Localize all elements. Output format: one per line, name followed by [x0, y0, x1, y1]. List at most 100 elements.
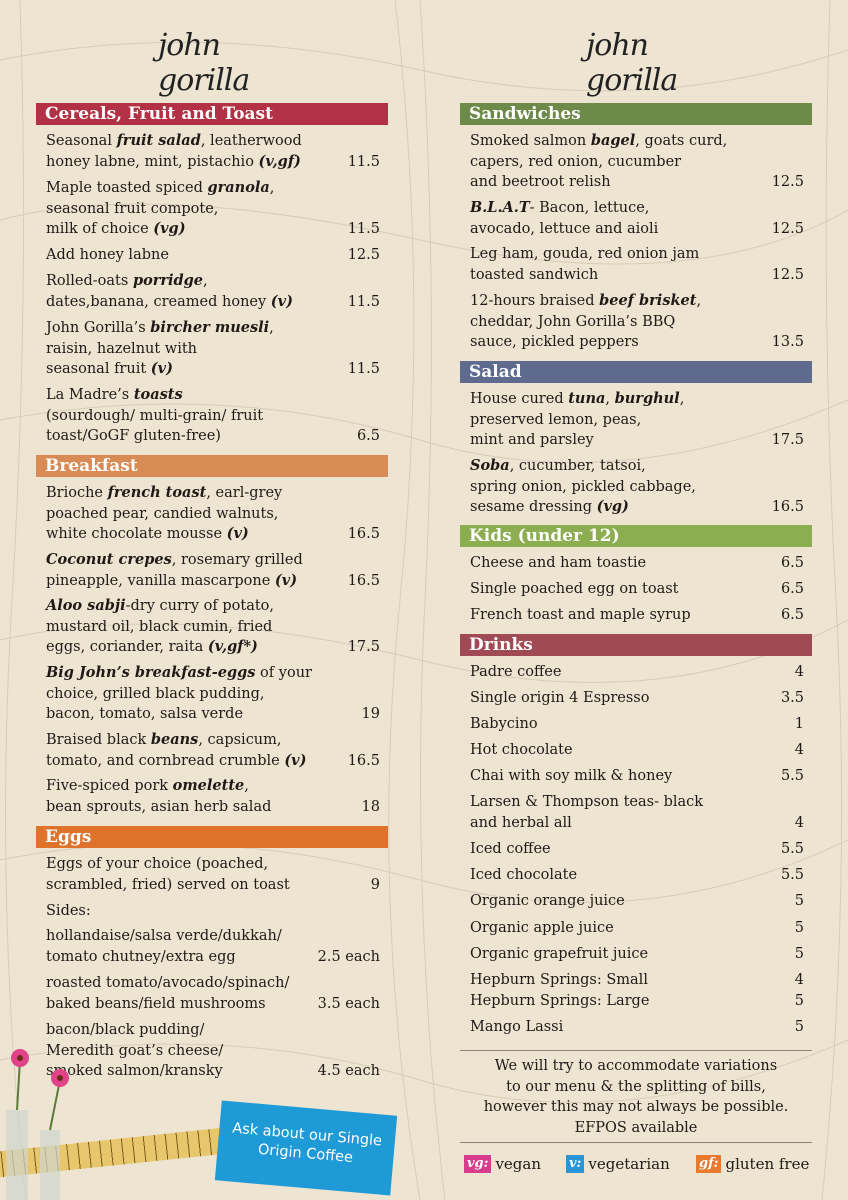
section-sandwiches-header: Sandwiches [460, 103, 812, 125]
menu-item: Organic grapefruit juice 5 [460, 944, 804, 965]
menu-item: Seasonal fruit salad, leatherwood honey … [36, 131, 380, 172]
vegetarian-tag: v: [566, 1155, 585, 1173]
menu-item-price: 11.5 [347, 221, 380, 237]
menu-item-description: House cured tuna, burghul, preserved lem… [470, 390, 685, 448]
menu-item-description: French toast and maple syrup [470, 607, 691, 623]
menu-item-price: 11.5 [347, 293, 380, 310]
menu-item-price: 12.5 [771, 174, 804, 190]
menu-item: Mango Lassi 5 [460, 1017, 804, 1038]
menu-item: Chai with soy milk & honey 5.5 [460, 766, 804, 787]
menu-item-price: 16.5 [347, 752, 380, 769]
menu-item-price: 18 [361, 798, 380, 815]
menu-item-price: 9 [370, 876, 380, 893]
gluten-free-label: gluten free [725, 1155, 810, 1173]
menu-item-description: Five-spiced pork omelette, bean sprouts,… [46, 777, 272, 815]
menu-item-description: Sides: [46, 903, 91, 919]
menu-item-price: 3.5 [780, 690, 804, 706]
menu-item: Add honey labne 12.5 [36, 245, 380, 266]
menu-item: Soba, cucumber, tatsoi, spring onion, pi… [460, 456, 804, 518]
note-top-divider [460, 1050, 812, 1051]
menu-item-price: 6.5 [780, 581, 804, 597]
menu-item-description: Soba, cucumber, tatsoi, spring onion, pi… [470, 457, 696, 515]
menu-item-description: Hepburn Springs: Small Hepburn Springs: … [470, 972, 650, 1009]
menu-item: Iced coffee 5.5 [460, 839, 804, 860]
menu-item: Cheese and ham toastie 6.5 [460, 553, 804, 574]
vegan-label: vegan [495, 1155, 542, 1173]
menu-item-description: 12-hours braised beef brisket, cheddar, … [470, 292, 702, 350]
menu-item-price: 5 [794, 920, 804, 936]
menu-item-price: 16.5 [347, 572, 380, 589]
menu-item-description: Organic apple juice [470, 920, 614, 936]
menu-item: Braised black beans, capsicum, tomato, a… [36, 730, 380, 771]
menu-item-description: Cheese and ham toastie [470, 555, 647, 571]
menu-item: Big John’s breakfast-eggs of your choice… [36, 663, 380, 725]
menu-item: Babycino 1 [460, 714, 804, 735]
menu-item-price: 12.5 [347, 247, 380, 263]
menu-item-price: 4 5 [794, 972, 804, 1009]
menu-item-description: Maple toasted spiced granola, seasonal f… [46, 179, 275, 237]
menu-item-description: Single poached egg on toast [470, 581, 679, 597]
menu-item-price: 5 [794, 893, 804, 909]
menu-item-description: Hot chocolate [470, 742, 573, 758]
menu-item-description: Single origin 4 Espresso [470, 690, 650, 706]
menu-item-description: Organic grapefruit juice [470, 946, 649, 962]
menu-item-description: Aloo sabji-dry curry of potato, mustard … [46, 597, 275, 655]
menu-item-description: John Gorilla’s bircher muesli, raisin, h… [46, 319, 274, 377]
menu-item-description: Seasonal fruit salad, leatherwood honey … [46, 132, 302, 170]
menu-item-price: 4 [794, 664, 804, 680]
menu-item-description: Rolled-oats porridge, dates,banana, crea… [46, 272, 293, 310]
menu-item: Organic orange juice 5 [460, 891, 804, 912]
menu-item-description: Add honey labne [46, 247, 169, 263]
menu-item-price: 5 [794, 1019, 804, 1035]
menu-item-description: Iced chocolate [470, 867, 578, 883]
legend-vegan: vg: vegan [464, 1154, 541, 1174]
gluten-free-tag: gf: [696, 1155, 722, 1173]
menu-item-description: Organic orange juice [470, 893, 625, 909]
menu-item: Eggs of your choice (poached, scrambled,… [36, 854, 380, 895]
section-kids-header: Kids (under 12) [460, 525, 812, 547]
menu-item-description: Braised black beans, capsicum, tomato, a… [46, 731, 307, 769]
john-gorilla-logo-right: john gorilla [586, 28, 678, 98]
menu-item: Organic apple juice 5 [460, 918, 804, 939]
menu-item: Single origin 4 Espresso 3.5 [460, 688, 804, 709]
john-gorilla-logo: john gorilla [158, 28, 250, 98]
menu-item: B.L.A.T- Bacon, lettuce, avocado, lettuc… [460, 198, 804, 239]
menu-item: Coconut crepes, rosemary grilled pineapp… [36, 550, 380, 591]
menu-item-price: 11.5 [347, 361, 380, 377]
variations-note: We will try to accommodate variations to… [483, 1058, 789, 1136]
section-breakfast-header: Breakfast [36, 455, 388, 477]
menu-item-price: 11.5 [347, 153, 380, 170]
menu-item-price: 17.5 [347, 639, 380, 655]
menu-item-description: Chai with soy milk & honey [470, 768, 673, 784]
menu-item-price: 2.5 each [317, 948, 380, 965]
menu-item-description: Brioche french toast, earl-grey poached … [46, 484, 283, 542]
menu-item: hollandaise/salsa verde/dukkah/ tomato c… [36, 926, 380, 967]
menu-item-description: B.L.A.T- Bacon, lettuce, avocado, lettuc… [470, 199, 659, 237]
menu-item-price: 6.5 [356, 428, 380, 444]
menu-item-price: 1 [794, 716, 804, 732]
menu-item-price: 4 [794, 742, 804, 758]
menu-item-description: Mango Lassi [470, 1019, 564, 1035]
vegan-tag: vg: [464, 1155, 492, 1173]
menu-item: Hepburn Springs: Small Hepburn Springs: … [460, 970, 804, 1011]
menu-item-price: 16.5 [771, 499, 804, 515]
menu-item-price: 4.5 each [317, 1063, 380, 1079]
menu-item-price: 6.5 [780, 607, 804, 623]
menu-item-description: Babycino [470, 716, 538, 732]
menu-item: 12-hours braised beef brisket, cheddar, … [460, 291, 804, 353]
menu-item-price: 4 [794, 814, 804, 831]
menu-item-description: Leg ham, gouda, red onion jam toasted sa… [470, 246, 700, 283]
menu-item: Iced chocolate 5.5 [460, 865, 804, 886]
menu-item-description: Larsen & Thompson teas- black and herbal… [470, 794, 704, 831]
menu-item: Leg ham, gouda, red onion jam toasted sa… [460, 244, 804, 285]
menu-item: Single poached egg on toast 6.5 [460, 579, 804, 600]
menu-item-price: 3.5 each [317, 995, 380, 1012]
menu-item-description: bacon/black pudding/ Meredith goat’s che… [46, 1022, 224, 1079]
single-origin-promo-badge: Ask about our Single Origin Coffee [214, 1100, 398, 1196]
menu-item-price: 5.5 [780, 768, 804, 784]
menu-item-price: 5 [794, 946, 804, 962]
menu-item-price: 19 [361, 706, 380, 722]
menu-item-price: 16.5 [347, 526, 380, 542]
legend-gluten-free: gf: gluten free [696, 1154, 809, 1174]
